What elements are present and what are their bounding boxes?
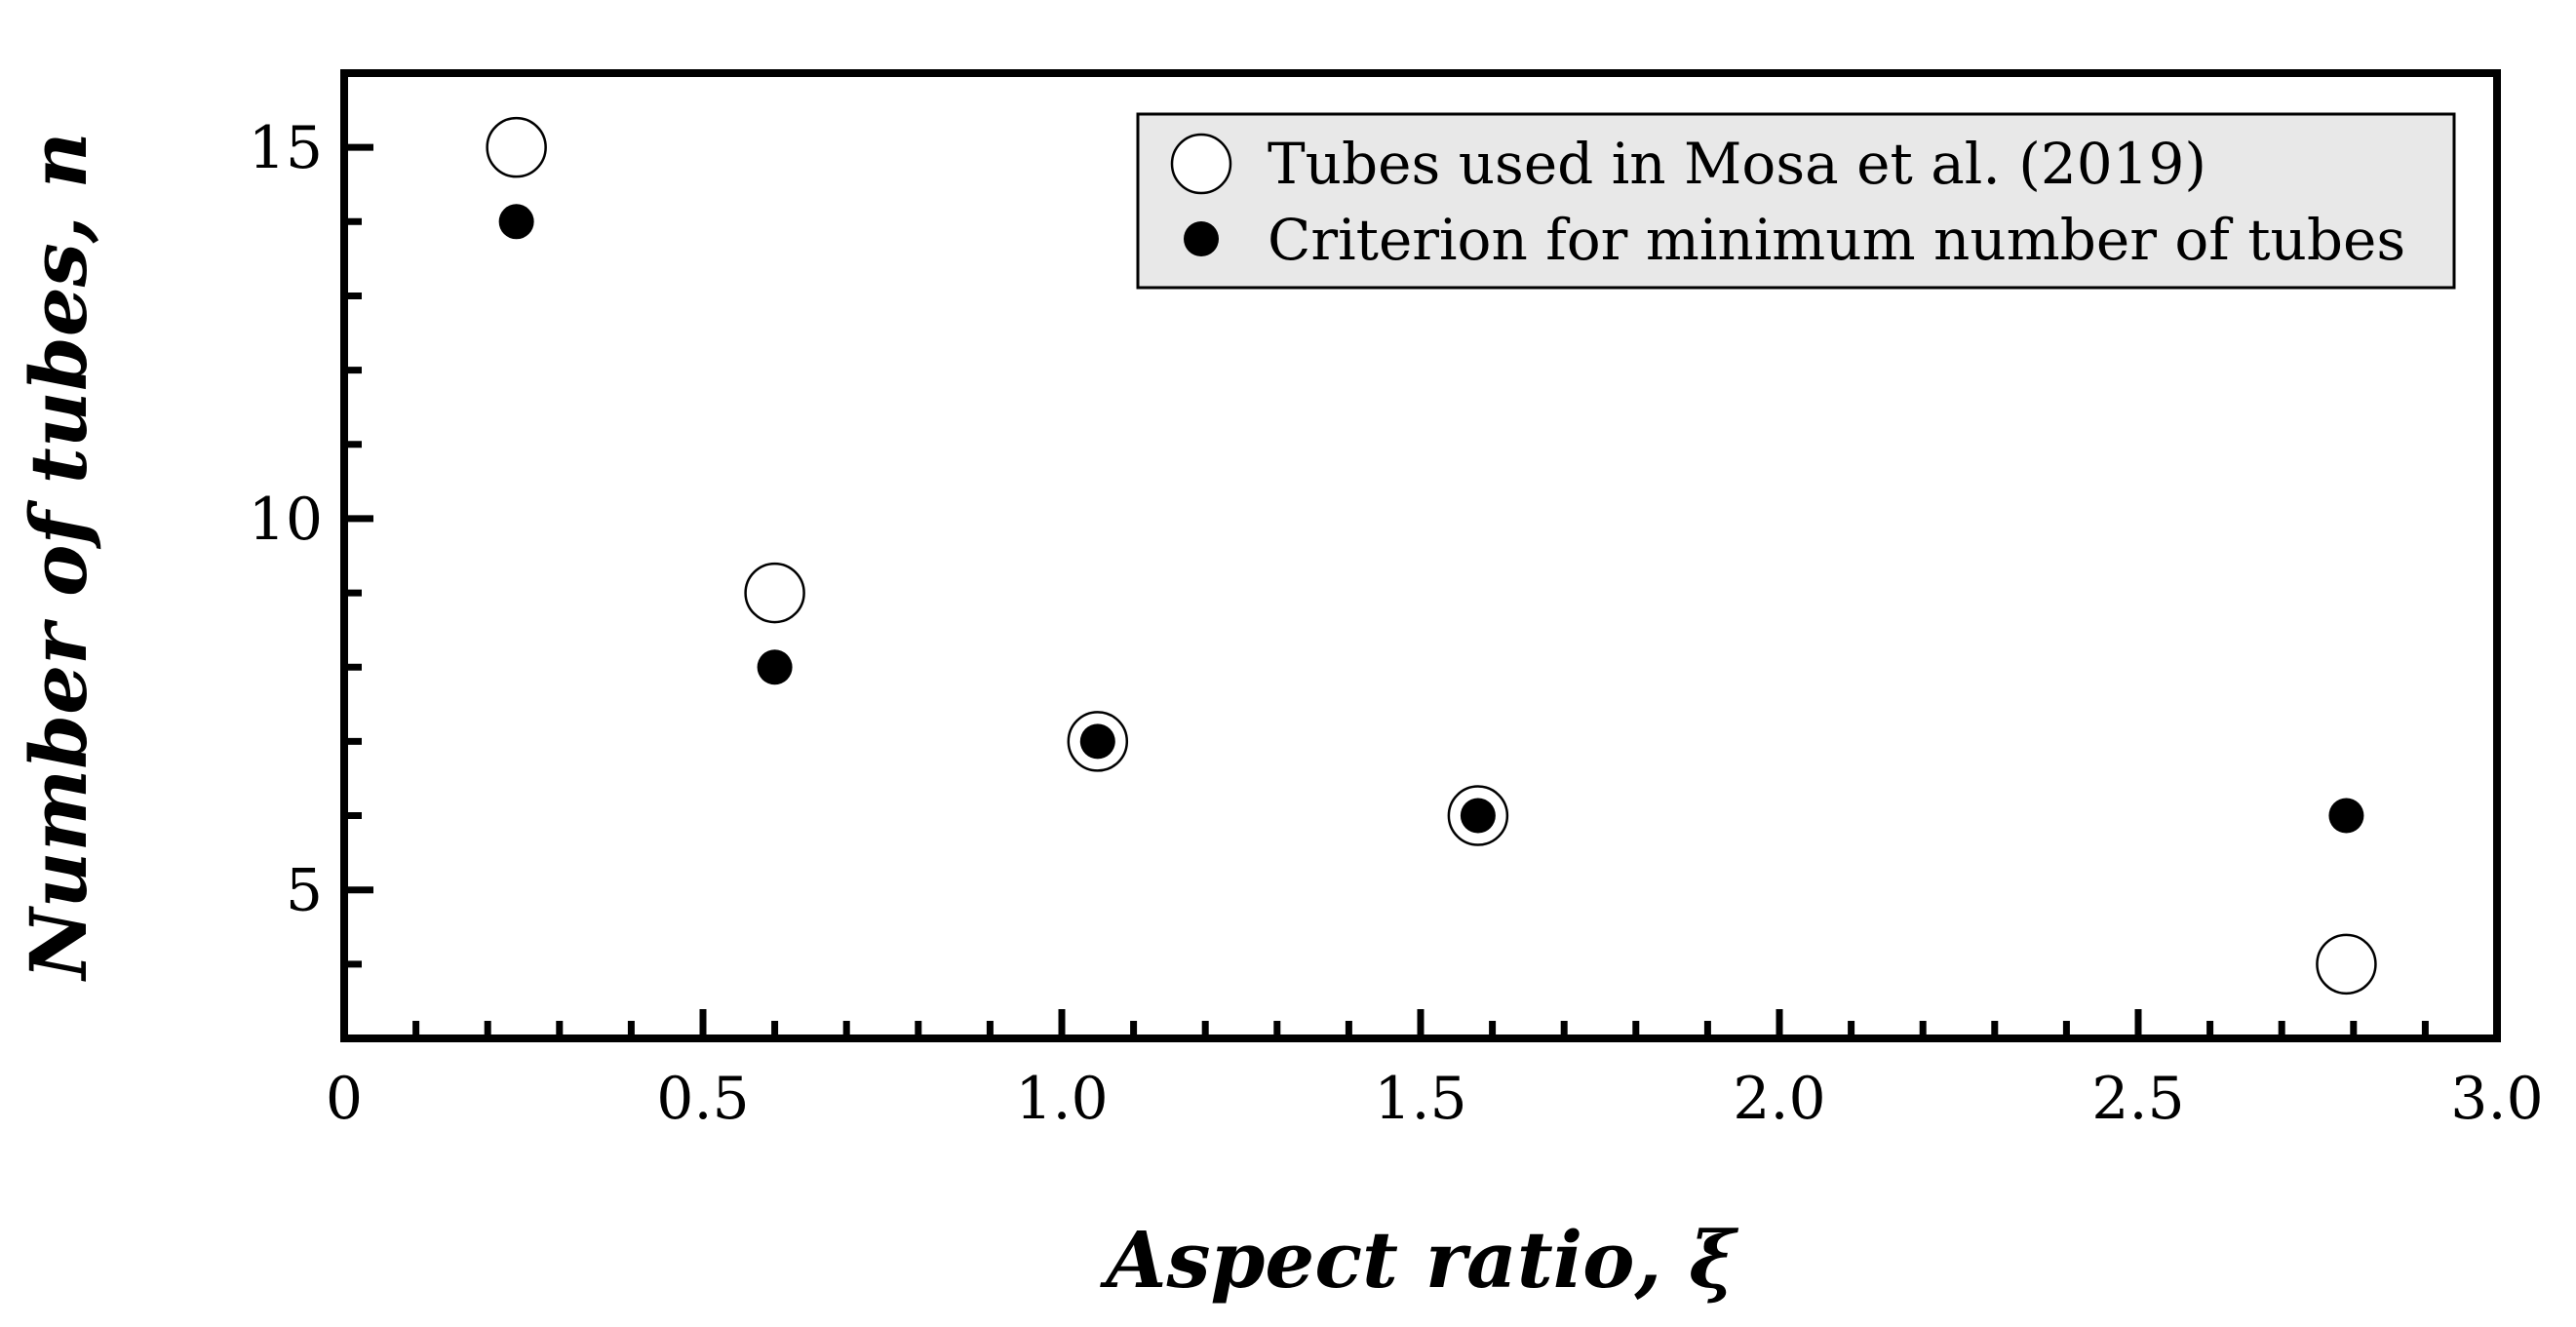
legend-open-circle-icon [1170, 133, 1232, 195]
legend: Tubes used in Mosa et al. (2019) Criteri… [1136, 112, 2456, 290]
x-tick-label: 2.0 [1733, 1065, 1825, 1133]
legend-filled-circle-icon [1184, 221, 1219, 256]
x-axis-ticks: 0 0.5 1.0 1.5 2.0 2.5 3.0 [326, 1009, 2544, 1133]
point-criterion [1079, 723, 1115, 760]
legend-box [1136, 112, 2456, 290]
x-tick-label: 0 [326, 1065, 363, 1133]
plot-frame [340, 69, 2501, 1042]
y-tick-label: 10 [249, 486, 323, 554]
x-tick-label: 3.0 [2450, 1065, 2543, 1133]
point-mosa [486, 116, 547, 178]
point-mosa [2316, 933, 2377, 995]
x-axis-title: Aspect ratio, ξ [1099, 1214, 1738, 1306]
data-points [486, 116, 2377, 995]
point-criterion [757, 649, 793, 685]
legend-label-mosa: Tubes used in Mosa et al. (2019) [1268, 131, 2206, 197]
y-tick-label: 5 [286, 857, 323, 925]
y-axis-ticks: 5 10 15 [249, 69, 373, 1042]
y-axis-title: Number of tubes, n [13, 132, 104, 982]
point-mosa [744, 562, 805, 624]
point-criterion [498, 204, 534, 240]
point-criterion [2328, 798, 2364, 834]
x-tick-label: 2.5 [2091, 1065, 2184, 1133]
legend-label-criterion: Criterion for minimum number of tubes [1268, 207, 2405, 273]
y-tick-label: 15 [249, 114, 323, 182]
x-tick-label: 1.5 [1374, 1065, 1466, 1133]
x-tick-label: 1.0 [1015, 1065, 1108, 1133]
x-tick-label: 0.5 [656, 1065, 749, 1133]
point-criterion [1460, 798, 1496, 834]
